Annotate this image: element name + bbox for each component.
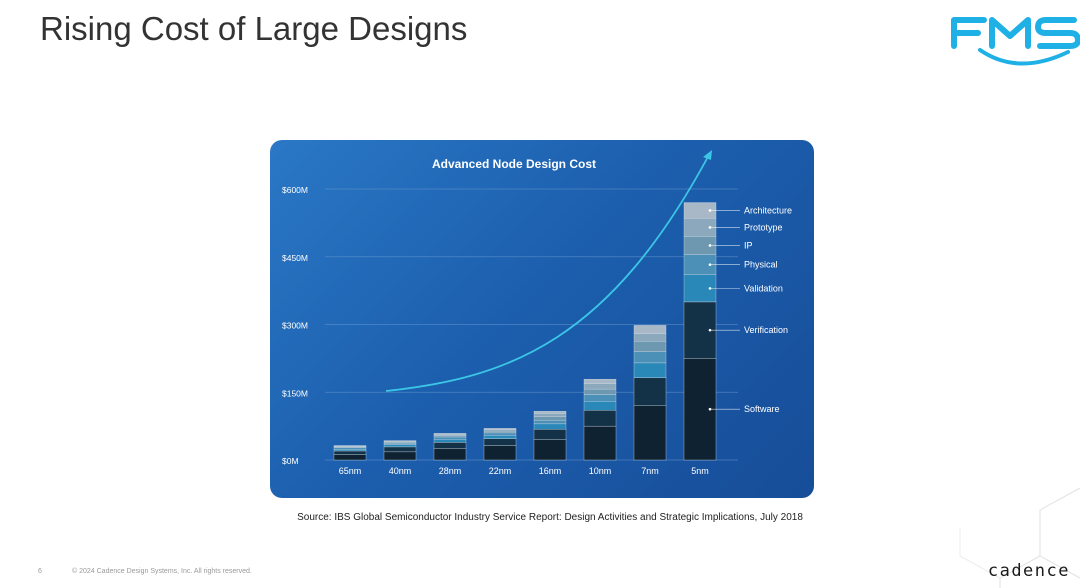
bar-segment [633, 362, 667, 378]
bar-segment [383, 443, 417, 445]
bar-segment [533, 423, 567, 430]
y-tick-label: $150M [282, 388, 308, 398]
x-tick-label: 28nm [439, 466, 462, 476]
trend-arrow [385, 152, 711, 392]
bar-segment [633, 377, 667, 406]
x-tick-label: 10nm [589, 466, 612, 476]
copyright-note: © 2024 Cadence Design Systems, Inc. All … [72, 568, 252, 575]
legend-dot [708, 209, 712, 212]
bar-segment [633, 405, 667, 461]
bar-segment [583, 401, 617, 411]
x-tick-label: 16nm [539, 466, 562, 476]
bar-segment [633, 333, 667, 342]
bar-segment [433, 435, 467, 438]
chart-title: Advanced Node Design Cost [432, 157, 596, 171]
legend-dot [708, 328, 712, 332]
x-tick-label: 7nm [641, 466, 659, 476]
background-hexagon-pattern [959, 487, 1080, 588]
x-tick-label: 40nm [389, 466, 412, 476]
legend-dot [708, 226, 712, 229]
legend-dot [708, 263, 712, 266]
bar-segment [633, 341, 667, 352]
page-number: 6 [38, 568, 42, 575]
bar-segment [533, 413, 567, 417]
bar-segment [583, 425, 617, 461]
bar-segment [533, 420, 567, 425]
bar-segment [583, 394, 617, 402]
bar-segment [483, 438, 517, 446]
fms-logo [951, 17, 1080, 66]
bar-segment [333, 454, 367, 461]
x-tick-label: 22nm [489, 466, 512, 476]
bar-segment [383, 451, 417, 461]
bar-segment [333, 445, 367, 447]
bar-segment [533, 416, 567, 421]
bar-segment [533, 429, 567, 440]
y-tick-label: $450M [282, 253, 308, 263]
bar-segment [433, 436, 467, 440]
bar-segment [583, 410, 617, 427]
bar-segment [333, 447, 367, 450]
bar-segment [483, 428, 517, 430]
bar-segment [433, 448, 467, 461]
trend-arrowhead [703, 150, 712, 160]
bar-segment [533, 411, 567, 414]
legend-label: Software [744, 404, 780, 414]
bar-segment [383, 444, 417, 448]
bar-segment [333, 450, 367, 455]
bar-segment [433, 433, 467, 435]
legend-label: Verification [744, 325, 788, 335]
bar-segment [483, 434, 517, 439]
chart-card: Advanced Node Design Cost $0M $150M $300M $4… [270, 140, 814, 498]
bar-segment [433, 442, 467, 449]
legend-dot [708, 287, 712, 290]
legend-label: Prototype [744, 222, 783, 232]
bar-segment [483, 432, 517, 436]
bar-segment [583, 388, 617, 395]
source-note: Source: IBS Global Semiconductor Industr… [297, 512, 803, 523]
bar-segment [483, 430, 517, 434]
bar-segment [383, 446, 417, 453]
bar-segment [633, 351, 667, 364]
bar-segment [333, 448, 367, 452]
slide-title: Rising Cost of Large Designs [40, 10, 468, 47]
bar-segment [433, 434, 467, 436]
x-tick-label: 5nm [691, 466, 709, 476]
legend-label: Validation [744, 283, 783, 293]
design-cost-chart: Advanced Node Design Cost $0M $150M $300M $4… [282, 150, 792, 476]
bar-segment [583, 383, 617, 390]
bar-segment [533, 439, 567, 461]
bar-segment [633, 325, 667, 334]
y-tick-label: $300M [282, 321, 308, 331]
cadence-logo: cadence [987, 561, 1070, 581]
bar-segment [433, 439, 467, 443]
bar-segment [583, 378, 617, 384]
legend-label: IP [744, 240, 753, 250]
y-tick-label: $0M [282, 456, 299, 466]
x-tick-label: 65nm [339, 466, 362, 476]
bar-segment [483, 429, 517, 432]
bar-segment [483, 445, 517, 461]
bar-segment [383, 440, 417, 442]
legend-label: Physical [744, 260, 778, 270]
legend-dot [708, 244, 712, 247]
y-tick-label: $600M [282, 185, 308, 195]
legend-label: Architecture [744, 205, 792, 215]
legend-dot [708, 407, 712, 411]
